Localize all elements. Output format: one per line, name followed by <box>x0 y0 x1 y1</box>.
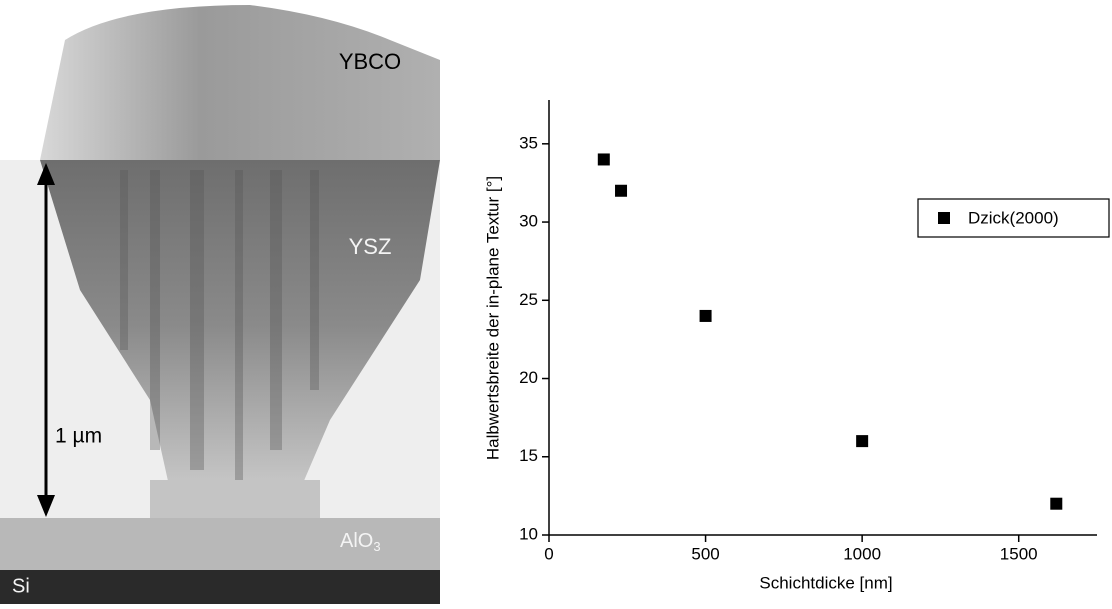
ybco-layer <box>40 5 440 160</box>
y-tick-label: 30 <box>519 212 538 231</box>
ybco-label: YBCO <box>339 49 401 74</box>
x-tick-label: 1000 <box>843 544 881 563</box>
ysz-layer <box>40 160 440 490</box>
point <box>597 153 610 166</box>
legend-label: Dzick(2000) <box>968 208 1059 227</box>
y-tick-label: 35 <box>519 133 538 152</box>
buffer-layer <box>0 518 440 570</box>
chart: Schichtdicke [nm] Halbwertsbreite der in… <box>483 100 1110 592</box>
interface <box>150 480 320 520</box>
micrograph: YBCO YSZ 1 µm AlO3 Si <box>0 0 440 604</box>
y-tick-label: 15 <box>519 446 538 465</box>
buffer-label-main: AlO <box>340 530 373 552</box>
y-tick-label: 20 <box>519 368 538 387</box>
ysz-streaks <box>120 170 319 480</box>
point <box>1050 497 1063 510</box>
ysz-label: YSZ <box>349 234 392 259</box>
x-tick-label: 500 <box>691 544 719 563</box>
scale-label: 1 µm <box>55 425 102 448</box>
x-tick-label: 0 <box>544 544 553 563</box>
legend-marker <box>938 212 950 224</box>
y-tick-label: 10 <box>519 524 538 543</box>
x-tick-label: 1500 <box>1000 544 1038 563</box>
y-axis-title: Halbwertsbreite der in-plane Textur [°] <box>483 176 502 460</box>
x-axis-title: Schichtdicke [nm] <box>759 573 892 592</box>
point <box>615 184 628 197</box>
point <box>856 435 869 448</box>
y-tick-label: 25 <box>519 290 538 309</box>
substrate-layer <box>0 570 440 604</box>
buffer-label-sub: 3 <box>373 539 380 554</box>
point <box>699 309 712 322</box>
buffer-label: AlO3 <box>340 530 381 554</box>
substrate-label: Si <box>12 575 30 597</box>
